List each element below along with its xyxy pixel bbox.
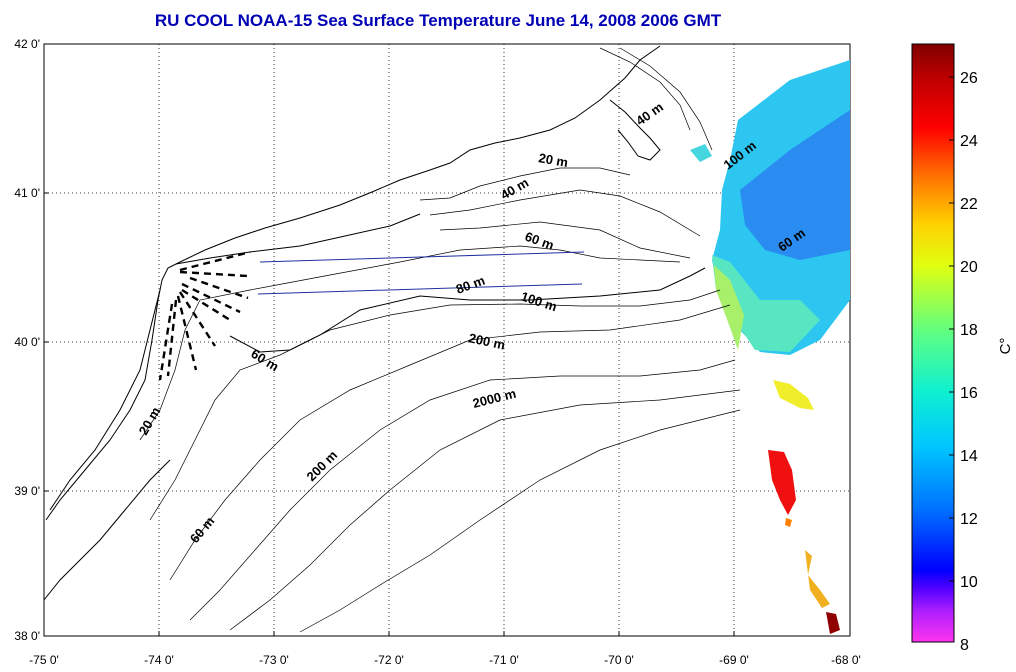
isobath-georges-40m xyxy=(599,47,691,131)
y-tick-label: 42 0' xyxy=(14,37,40,51)
colorbar-tick-label: 16 xyxy=(960,385,978,402)
sst-patch-shelf-warm xyxy=(712,255,820,352)
x-tick-label: -72 0' xyxy=(374,653,404,667)
coastline-layer xyxy=(43,45,706,601)
map-panel: 40 m 20 m 40 m 60 m 100 m 60 m 80 m 100 … xyxy=(43,43,851,637)
colorbar-tick-label: 24 xyxy=(960,133,978,150)
sst-patch-orange-dot xyxy=(785,518,792,527)
isobath-60m xyxy=(169,304,731,581)
x-tick-labels: -75 0' -74 0' -73 0' -72 0' -71 0' -70 0… xyxy=(29,653,861,667)
transect-lines xyxy=(257,251,585,295)
isobath-200m xyxy=(229,389,741,631)
isobath-layer xyxy=(139,47,741,633)
coastline-long-island-and-new-england xyxy=(45,45,661,521)
isobath-2000m xyxy=(299,409,741,633)
map-title: RU COOL NOAA-15 Sea Surface Temperature … xyxy=(155,11,722,30)
sst-patch-cold-core xyxy=(740,110,850,260)
isobath-label: 20 m xyxy=(537,150,569,170)
x-tick-label: -73 0' xyxy=(259,653,289,667)
sst-data-layer xyxy=(690,60,850,634)
isobath-gom-40m xyxy=(429,189,701,237)
isobath-40m xyxy=(149,289,721,521)
colorbar-tick-label: 18 xyxy=(960,322,978,339)
sst-patch-darkred xyxy=(826,612,840,634)
frame-ticks xyxy=(44,192,735,636)
colorbar-tick-label: 22 xyxy=(960,196,978,213)
coastline-shelf-edge xyxy=(229,267,706,353)
sst-patch-small xyxy=(690,144,712,162)
x-tick-label: -70 0' xyxy=(604,653,634,667)
x-tick-label: -68 0' xyxy=(831,653,861,667)
coastline-nj xyxy=(49,289,161,511)
map-frame xyxy=(43,43,851,637)
x-tick-label: -75 0' xyxy=(29,653,59,667)
colorbar-tick-label: 12 xyxy=(960,511,978,528)
coastline-cape-cod xyxy=(609,99,661,161)
sst-patch-yellow xyxy=(773,380,814,410)
isobath-gom-60m xyxy=(439,221,691,259)
colorbar-tick-label: 20 xyxy=(960,259,978,276)
y-tick-label: 41 0' xyxy=(14,186,40,200)
y-tick-labels: 42 0' 41 0' 40 0' 39 0' 38 0' xyxy=(14,37,40,643)
y-tick-label: 39 0' xyxy=(14,484,40,498)
sst-patch-orange xyxy=(805,550,830,608)
colorbar-gradient xyxy=(911,43,955,643)
sst-patch-edge xyxy=(714,265,744,350)
isobath-gom-20m xyxy=(419,167,631,201)
isobath-label: 200 m xyxy=(467,330,506,352)
isobath-georges-100m xyxy=(619,47,713,151)
x-tick-label: -69 0' xyxy=(719,653,749,667)
coastline-delmarva xyxy=(43,459,171,601)
isobath-20m xyxy=(139,245,681,441)
x-tick-label: -71 0' xyxy=(489,653,519,667)
y-tick-label: 40 0' xyxy=(14,335,40,349)
colorbar-tick-label: 26 xyxy=(960,70,978,87)
radar-rays xyxy=(158,250,251,381)
coastline-long-island-south xyxy=(175,213,421,265)
colorbar-unit-label: C° xyxy=(997,338,1014,355)
sst-patch-red xyxy=(768,450,796,515)
colorbar: 26 24 22 20 18 16 14 12 10 8 C° xyxy=(911,43,1014,654)
colorbar-tick-label: 8 xyxy=(960,637,969,654)
graticule xyxy=(44,44,850,636)
x-tick-label: -74 0' xyxy=(144,653,174,667)
y-tick-label: 38 0' xyxy=(14,629,40,643)
isobath-100m xyxy=(189,359,736,621)
colorbar-tick-label: 10 xyxy=(960,574,978,591)
colorbar-tick-label: 14 xyxy=(960,448,978,465)
